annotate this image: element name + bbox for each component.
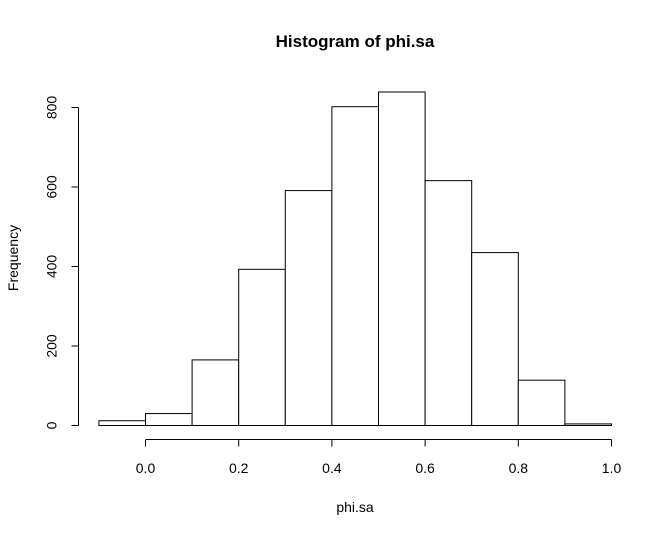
- histogram-bar: [145, 413, 193, 427]
- x-tick-label: 0.6: [415, 460, 435, 476]
- histogram-bar: [238, 268, 286, 426]
- x-tick-label: 0.4: [322, 460, 342, 476]
- bars-group: [98, 91, 613, 427]
- y-tick-label: 200: [44, 334, 60, 358]
- y-axis-label: Frequency: [5, 225, 21, 291]
- histogram-bar: [284, 190, 333, 426]
- x-tick-label: 1.0: [602, 460, 622, 476]
- y-tick-label: 600: [44, 175, 60, 199]
- y-axis: 0 200 400 600 800: [44, 96, 79, 429]
- y-tick-label: 400: [44, 255, 60, 279]
- x-axis-label: phi.sa: [336, 499, 374, 515]
- histogram-bar: [378, 91, 426, 426]
- y-tick-label: 800: [44, 96, 60, 120]
- x-tick-label: 0.0: [136, 460, 156, 476]
- histogram-bar: [331, 106, 379, 427]
- histogram-bar: [517, 379, 566, 426]
- chart-title: Histogram of phi.sa: [276, 32, 435, 51]
- x-tick-label: 0.8: [509, 460, 529, 476]
- histogram-bar: [98, 420, 146, 427]
- histogram-bar: [564, 423, 613, 427]
- histogram-bar: [191, 359, 240, 427]
- x-axis: 0.0 0.2 0.4 0.6 0.8 1.0: [136, 439, 622, 476]
- histogram-bar: [424, 180, 473, 426]
- x-tick-label: 0.2: [229, 460, 249, 476]
- histogram-bar: [471, 252, 519, 426]
- y-tick-label: 0: [44, 421, 60, 429]
